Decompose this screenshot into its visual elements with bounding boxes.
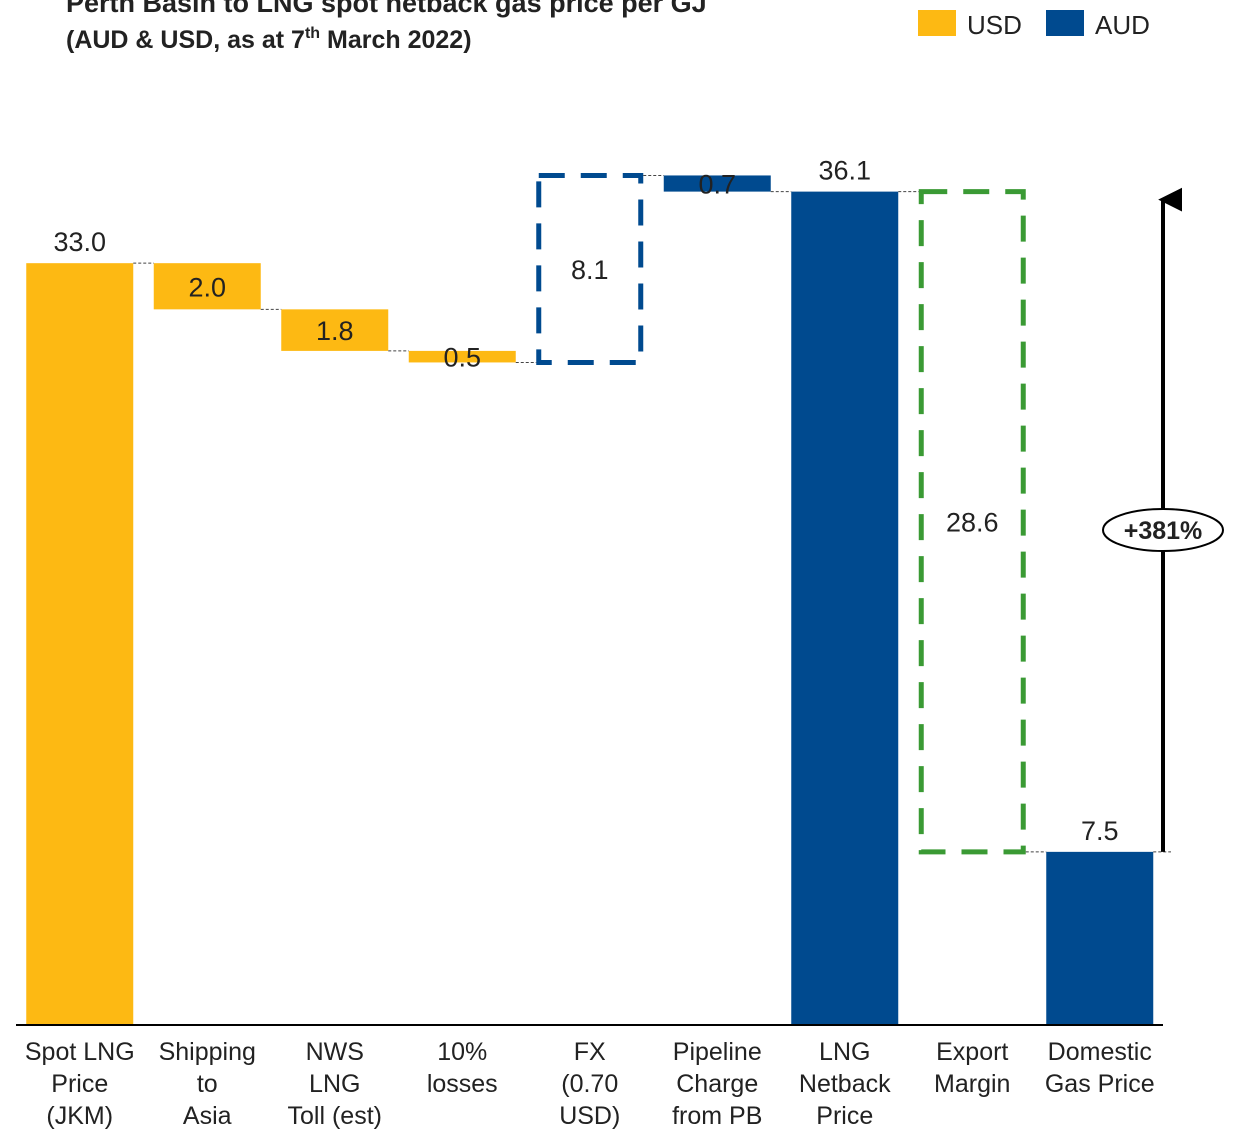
- x-tick-line: LNG: [819, 1038, 870, 1066]
- legend-label: AUD: [1095, 10, 1150, 40]
- x-tick-line: FX: [574, 1038, 606, 1066]
- x-tick-line: Asia: [183, 1102, 232, 1130]
- legend-swatch: [1046, 10, 1084, 36]
- data-label: 36.1: [818, 156, 871, 186]
- x-tick-label: NWS LNG Toll (est): [288, 1038, 382, 1130]
- data-label: 8.1: [571, 255, 609, 285]
- x-tick-line: Domestic: [1048, 1038, 1152, 1066]
- x-tick-line: Price: [51, 1070, 108, 1098]
- data-label: 33.0: [53, 227, 106, 257]
- x-tick-line: Charge: [676, 1070, 758, 1098]
- legend-swatch: [918, 10, 956, 36]
- data-label: 2.0: [188, 272, 226, 302]
- bar-outline: [918, 189, 1026, 855]
- bar: [26, 263, 134, 1026]
- x-tick-line: Spot LNG: [25, 1038, 135, 1066]
- x-tick-line: (JKM): [46, 1102, 113, 1130]
- x-tick-line: Margin: [934, 1070, 1010, 1098]
- x-tick-line: Export: [936, 1038, 1008, 1066]
- subtitle-part: (AUD & USD, as at 7: [66, 26, 305, 54]
- x-tick-line: to: [197, 1070, 218, 1098]
- x-tick-line: Netback: [799, 1070, 891, 1098]
- x-tick-line: Toll (est): [288, 1102, 382, 1130]
- data-label: 0.5: [443, 343, 481, 373]
- chart-title: Perth Basin to LNG spot netback gas pric…: [66, 0, 707, 18]
- bar: [153, 263, 261, 310]
- x-tick-label: Domestic Gas Price: [1045, 1038, 1155, 1098]
- x-tick-line: USD): [559, 1102, 620, 1130]
- bar: [791, 191, 899, 1026]
- x-tick-label: Shipping to Asia: [159, 1038, 256, 1130]
- x-tick-label: FX (0.70 USD): [559, 1038, 620, 1130]
- bar: [663, 175, 771, 192]
- x-tick-line: Price: [816, 1102, 873, 1130]
- x-tick-line: NWS: [306, 1038, 364, 1066]
- x-tick-label: Spot LNG Price (JKM): [25, 1038, 135, 1130]
- data-label: 1.8: [316, 316, 354, 346]
- bar: [281, 309, 389, 351]
- x-tick-label: LNG Netback Price: [799, 1038, 891, 1130]
- x-tick-line: LNG: [309, 1070, 360, 1098]
- x-tick-line: Pipeline: [673, 1038, 762, 1066]
- x-tick-line: losses: [427, 1070, 498, 1098]
- data-label: 7.5: [1081, 816, 1119, 846]
- x-tick-line: 10%: [437, 1038, 487, 1066]
- x-tick-label: Export Margin: [934, 1038, 1010, 1098]
- x-tick-line: Gas Price: [1045, 1070, 1155, 1098]
- bar-outline: [536, 172, 644, 365]
- chart-subtitle: (AUD & USD, as at 7th March 2022): [66, 25, 472, 54]
- x-tick-line: from PB: [672, 1102, 762, 1130]
- bar: [1046, 851, 1154, 1025]
- x-tick-line: (0.70: [561, 1070, 618, 1098]
- legend-label: USD: [967, 10, 1022, 40]
- annotation: +381%: [1124, 517, 1203, 545]
- data-label: 28.6: [946, 508, 999, 538]
- subtitle-part: th: [305, 25, 320, 42]
- x-tick-label: 10% losses: [427, 1038, 498, 1098]
- data-label: 0.7: [698, 170, 736, 200]
- x-tick-line: Shipping: [159, 1038, 256, 1066]
- subtitle-part: March 2022): [320, 26, 471, 54]
- x-tick-label: Pipeline Charge from PB: [672, 1038, 762, 1130]
- bar: [408, 350, 516, 363]
- annotation-bubble: [1102, 508, 1224, 552]
